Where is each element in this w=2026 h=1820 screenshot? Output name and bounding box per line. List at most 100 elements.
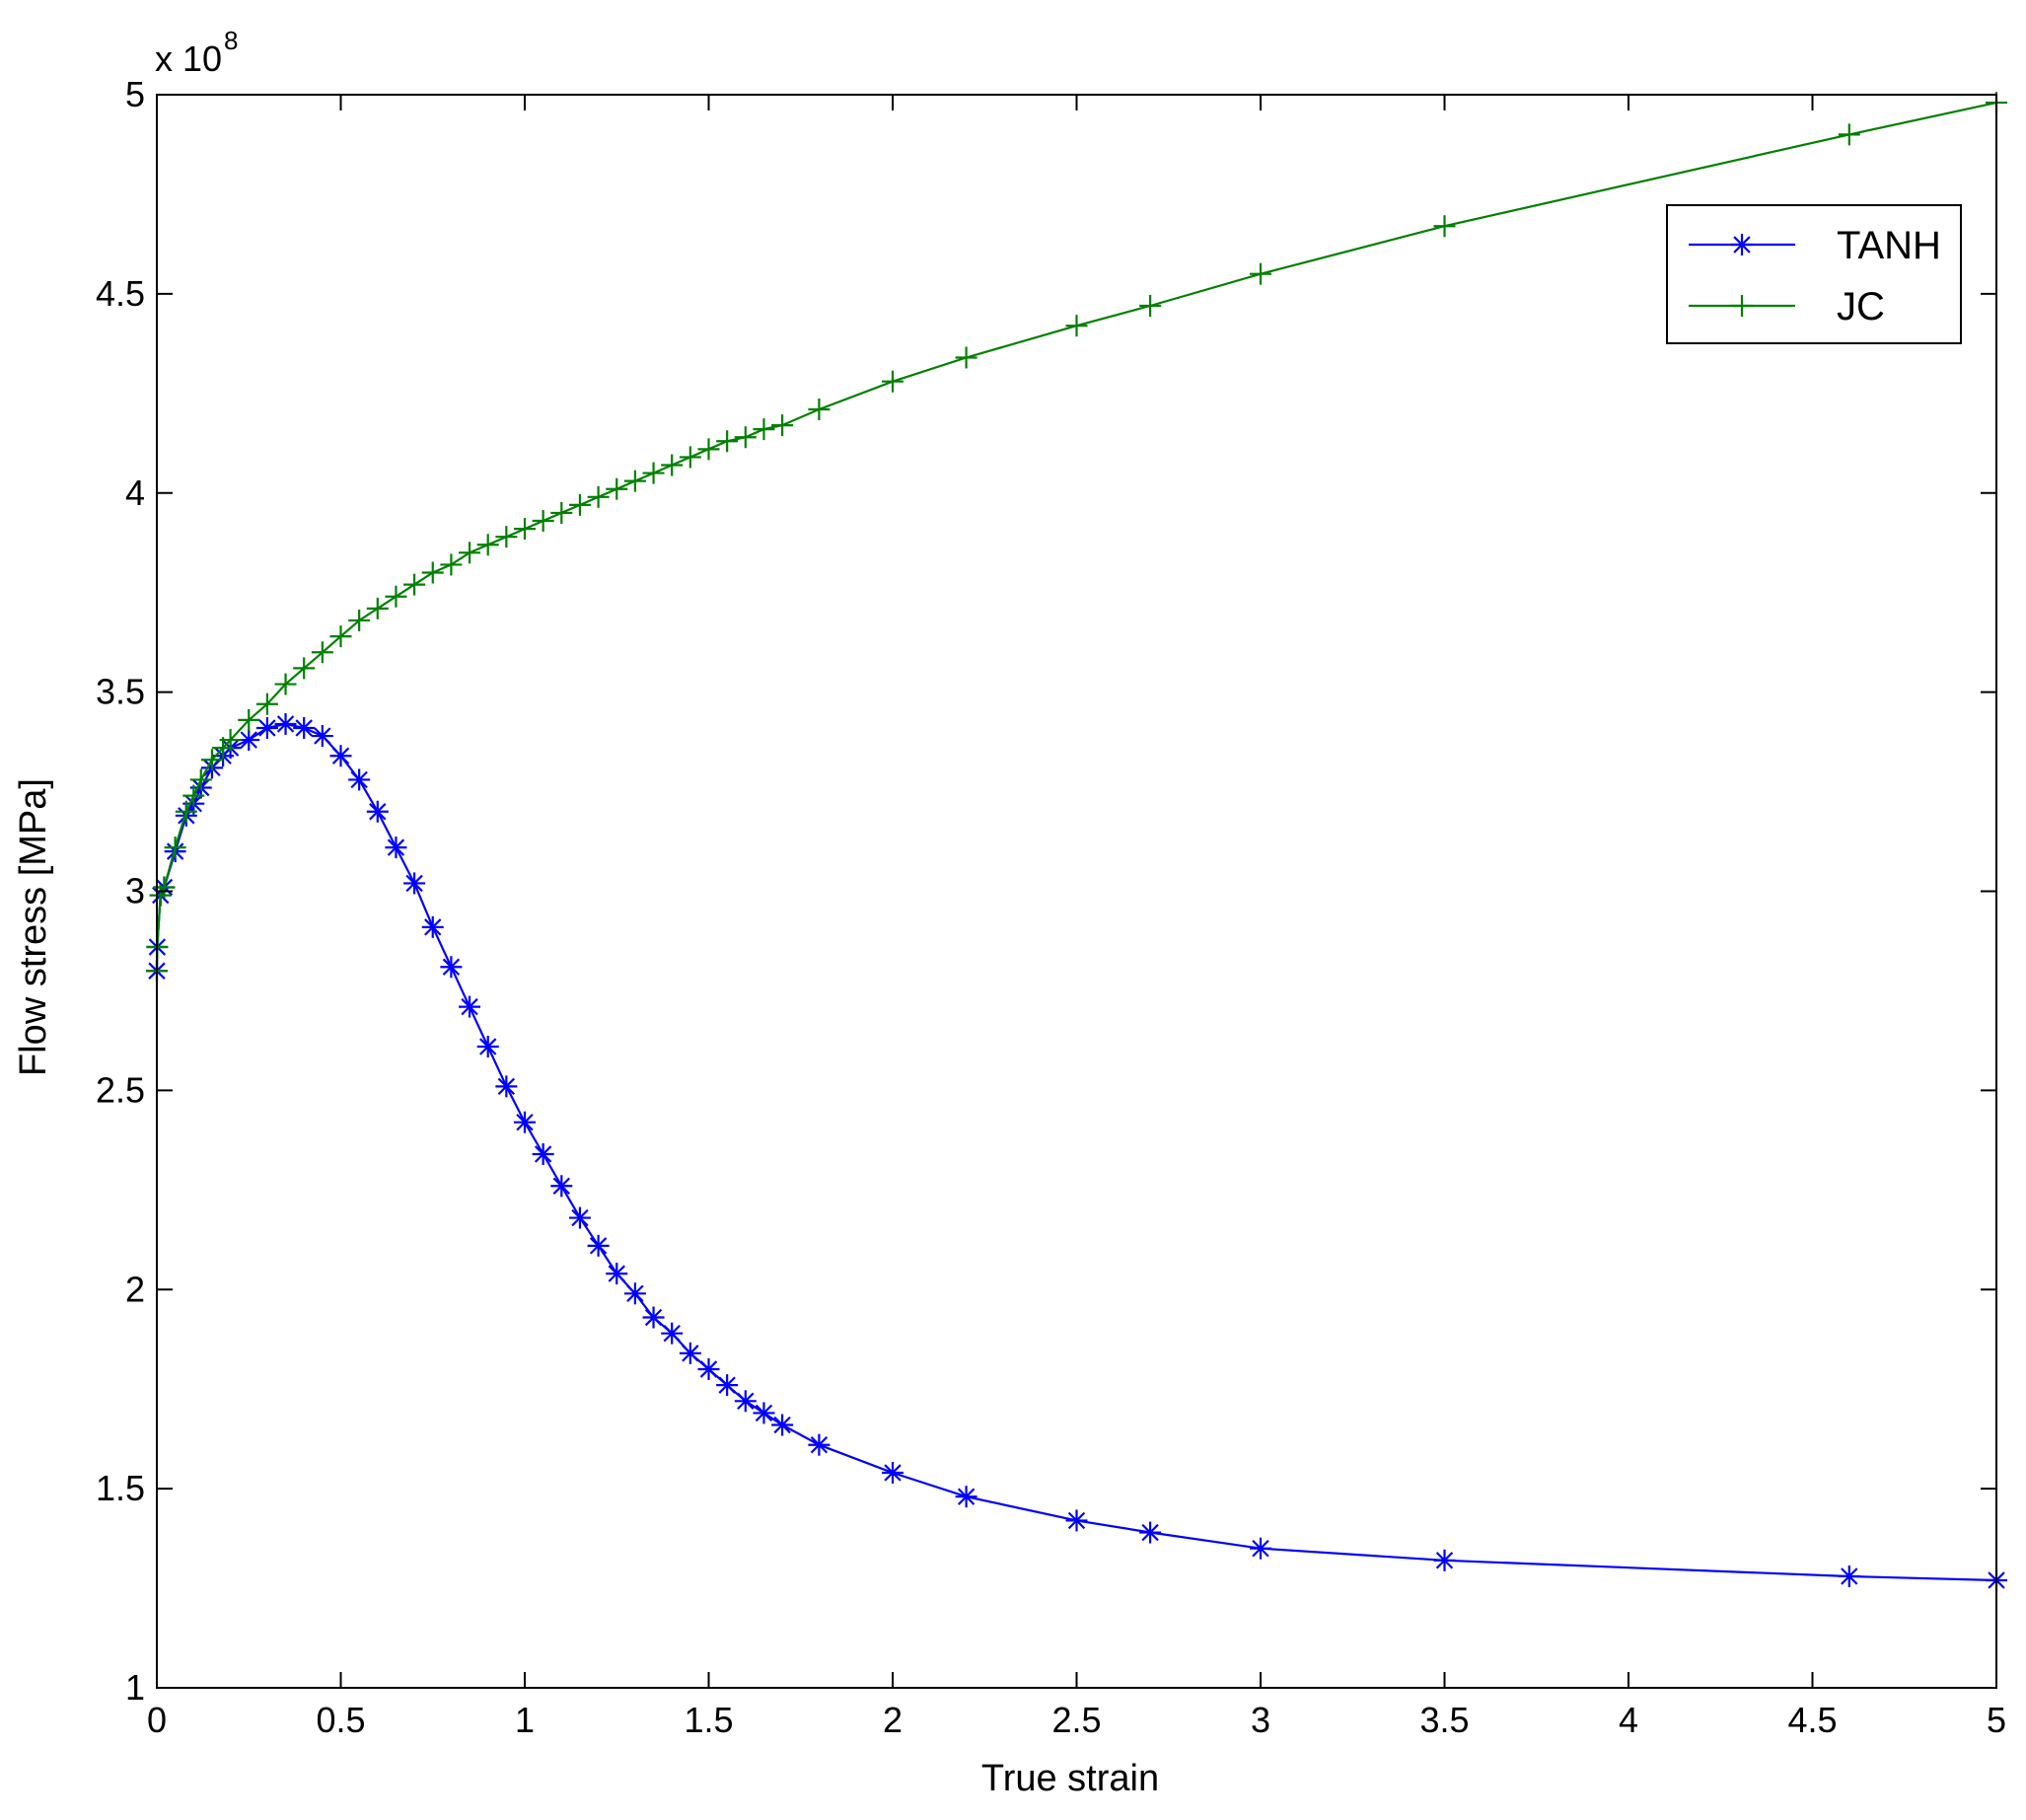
x-tick-label-4: 2 xyxy=(883,1700,903,1740)
data-point-jc-45 xyxy=(1139,294,1162,317)
data-point-tanh-34 xyxy=(661,1322,684,1345)
data-point-tanh-11 xyxy=(238,729,260,752)
series-tanh xyxy=(146,712,2007,1591)
data-point-tanh-17 xyxy=(348,768,371,791)
y-tick-label-2: 2 xyxy=(125,1269,145,1309)
legend: TANH JC xyxy=(1666,204,1962,344)
data-point-jc-15 xyxy=(311,641,333,664)
data-point-tanh-29 xyxy=(568,1206,591,1229)
data-point-tanh-30 xyxy=(587,1234,610,1257)
data-point-tanh-12 xyxy=(255,716,278,739)
data-point-tanh-15 xyxy=(311,725,333,748)
data-point-jc-28 xyxy=(550,501,573,524)
data-point-tanh-40 xyxy=(771,1414,794,1436)
y-tick-label-5: 3.5 xyxy=(96,672,145,712)
y-tick-label-8: 5 xyxy=(125,74,145,114)
data-point-jc-36 xyxy=(697,438,720,461)
data-point-jc-25 xyxy=(495,526,518,548)
data-point-jc-27 xyxy=(532,510,554,533)
series-jc xyxy=(146,92,2007,983)
data-point-jc-34 xyxy=(661,454,684,476)
data-point-jc-26 xyxy=(514,518,536,541)
data-point-tanh-19 xyxy=(385,837,407,859)
x-tick-label-10: 5 xyxy=(1987,1700,2006,1740)
x-tick-label-0: 0 xyxy=(147,1700,167,1740)
data-point-jc-12 xyxy=(255,692,278,715)
data-point-tanh-45 xyxy=(1139,1521,1162,1544)
data-point-tanh-26 xyxy=(514,1111,536,1133)
data-point-jc-8 xyxy=(200,749,223,771)
data-point-jc-22 xyxy=(440,553,463,576)
x-tick-label-5: 2.5 xyxy=(1051,1700,1101,1740)
axes-layer: 0 0.5 1 1.5 2 2.5 3 3.5 4 4.5 5 1 1.5 2 2.5 3 3.5 4 4.5 5 xyxy=(96,74,2006,1740)
x-tick-label-8: 4 xyxy=(1619,1700,1638,1740)
data-point-jc-19 xyxy=(385,585,407,608)
data-point-jc-20 xyxy=(403,573,426,596)
data-point-jc-7 xyxy=(189,768,212,791)
data-point-tanh-25 xyxy=(495,1075,518,1098)
y-axis-label: Flow stress [MPa] xyxy=(13,778,54,1076)
plot-area xyxy=(157,95,1996,1688)
data-point-jc-46 xyxy=(1250,262,1271,285)
data-point-tanh-44 xyxy=(1065,1509,1088,1532)
data-point-jc-17 xyxy=(348,609,371,631)
y-tick-label-0: 1 xyxy=(125,1667,145,1708)
x-tick-label-3: 1.5 xyxy=(684,1700,733,1740)
data-point-jc-14 xyxy=(293,657,316,680)
data-point-jc-5 xyxy=(175,800,197,823)
data-point-tanh-27 xyxy=(532,1142,554,1165)
x-tick-label-7: 3.5 xyxy=(1419,1700,1469,1740)
data-point-jc-30 xyxy=(587,485,610,508)
data-point-tanh-31 xyxy=(606,1263,628,1285)
data-point-jc-44 xyxy=(1065,315,1088,337)
legend-label-jc: JC xyxy=(1837,285,1885,328)
data-point-jc-24 xyxy=(476,534,499,556)
data-point-jc-41 xyxy=(808,398,831,420)
y-tick-label-1: 1.5 xyxy=(96,1468,145,1508)
y-tick-label-7: 4.5 xyxy=(96,273,145,314)
x-tick-label-9: 4.5 xyxy=(1787,1700,1837,1740)
legend-marker-tanh xyxy=(1731,234,1753,255)
data-point-jc-31 xyxy=(606,477,628,500)
data-point-jc-23 xyxy=(459,542,481,564)
y-multiplier-base: x 10 xyxy=(155,38,222,79)
data-point-jc-47 xyxy=(1433,215,1456,238)
legend-marker-jc xyxy=(1731,295,1753,317)
data-point-jc-10 xyxy=(219,729,242,752)
x-tick-label-6: 3 xyxy=(1251,1700,1270,1740)
series-layer xyxy=(146,92,2007,1591)
data-point-tanh-47 xyxy=(1433,1549,1456,1571)
y-axis-multiplier: x 108 xyxy=(155,26,239,79)
data-point-tanh-38 xyxy=(734,1390,757,1413)
data-point-tanh-16 xyxy=(329,745,352,767)
data-point-jc-29 xyxy=(568,493,591,516)
data-point-tanh-33 xyxy=(642,1306,665,1329)
y-tick-label-6: 4 xyxy=(125,473,145,513)
data-point-jc-16 xyxy=(329,625,352,648)
data-point-jc-11 xyxy=(238,708,260,731)
legend-box xyxy=(1666,204,1962,344)
x-tick-label-1: 0.5 xyxy=(316,1700,365,1740)
data-point-jc-32 xyxy=(623,470,646,492)
data-point-tanh-43 xyxy=(955,1486,977,1508)
data-point-jc-37 xyxy=(716,430,739,453)
data-point-tanh-22 xyxy=(440,956,463,979)
data-point-tanh-24 xyxy=(476,1035,499,1057)
data-point-tanh-41 xyxy=(808,1433,831,1456)
data-point-tanh-18 xyxy=(366,800,389,823)
data-point-jc-21 xyxy=(421,561,444,584)
legend-item-jc: JC xyxy=(1689,285,1885,328)
data-point-tanh-37 xyxy=(716,1374,739,1397)
data-point-jc-35 xyxy=(679,446,701,469)
legend-item-tanh: TANH xyxy=(1689,224,1941,267)
data-point-tanh-21 xyxy=(421,915,444,938)
data-point-jc-18 xyxy=(366,597,389,619)
series-line-jc xyxy=(155,102,1997,972)
data-point-tanh-35 xyxy=(679,1342,701,1364)
data-point-jc-38 xyxy=(734,426,757,449)
plot-background xyxy=(157,95,1996,1688)
data-point-jc-4 xyxy=(164,837,186,859)
x-axis-label: True strain xyxy=(981,1758,1159,1799)
